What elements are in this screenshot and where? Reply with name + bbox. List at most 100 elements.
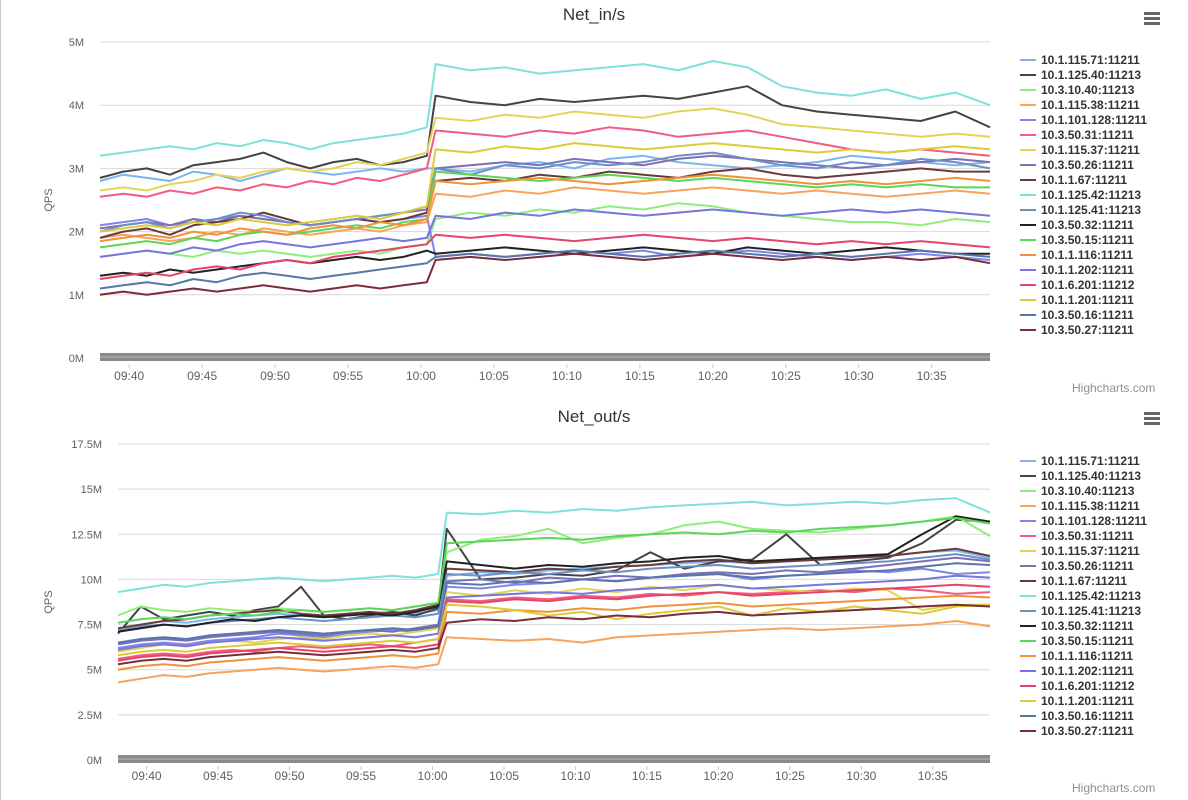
series-line[interactable] (99, 186, 991, 243)
legend-item[interactable]: 10.1.115.71:11211 (1020, 454, 1140, 468)
legend-item[interactable]: 10.1.101.128:11211 (1020, 113, 1147, 127)
chart-net-out-credits[interactable]: Highcharts.com (1072, 781, 1156, 795)
series-line[interactable] (117, 515, 991, 617)
legend-item[interactable]: 10.3.50.15:11211 (1020, 634, 1134, 648)
legend-item[interactable]: 10.1.1.201:11211 (1020, 293, 1134, 307)
legend-item[interactable]: 10.3.50.31:11211 (1020, 529, 1134, 543)
legend-item[interactable]: 10.3.10.40:11213 (1020, 83, 1135, 97)
legend-item[interactable]: 10.1.1.116:11211 (1020, 248, 1133, 262)
series-line[interactable] (99, 233, 991, 280)
legend-label: 10.1.101.128:11211 (1041, 113, 1147, 127)
legend-item[interactable]: 10.1.125.41:11213 (1020, 203, 1141, 217)
legend-item[interactable]: 10.1.125.42:11213 (1020, 589, 1141, 603)
legend-label: 10.1.1.67:11211 (1041, 574, 1127, 588)
legend-label: 10.1.115.71:11211 (1041, 454, 1140, 468)
y-tick-label: 0M (87, 755, 102, 767)
x-tick-label: 10:00 (406, 369, 436, 383)
legend-item[interactable]: 10.1.125.40:11213 (1020, 469, 1141, 483)
series-line[interactable] (117, 562, 991, 644)
window-edge (0, 0, 1, 800)
legend-item[interactable]: 10.3.10.40:11213 (1020, 484, 1135, 498)
legend-item[interactable]: 10.3.50.32:11211 (1020, 619, 1134, 633)
legend-item[interactable]: 10.1.1.67:11211 (1020, 173, 1127, 187)
x-tick-label: 10:05 (489, 769, 519, 783)
series-line[interactable] (117, 553, 991, 631)
legend-item[interactable]: 10.3.50.31:11211 (1020, 128, 1134, 142)
chart-net-out-menu-button[interactable] (1141, 408, 1163, 428)
legend-item[interactable]: 10.1.1.116:11211 (1020, 649, 1133, 663)
legend-label: 10.1.115.38:11211 (1041, 98, 1140, 112)
x-tick-label: 10:05 (479, 369, 509, 383)
legend-item[interactable]: 10.3.50.16:11211 (1020, 308, 1134, 322)
legend-label: 10.3.50.31:11211 (1041, 128, 1134, 142)
series-line[interactable] (99, 173, 991, 243)
legend-item[interactable]: 10.1.115.71:11211 (1020, 53, 1140, 67)
series-line[interactable] (99, 208, 991, 258)
legend-item[interactable]: 10.1.115.38:11211 (1020, 499, 1140, 513)
series-line[interactable] (99, 249, 991, 290)
chart-net-in-menu-button[interactable] (1141, 8, 1163, 28)
legend-label: 10.3.50.27:11211 (1041, 724, 1134, 738)
legend-item[interactable]: 10.3.50.32:11211 (1020, 218, 1134, 232)
series-line[interactable] (117, 583, 991, 662)
series-line[interactable] (117, 556, 991, 646)
series-line[interactable] (99, 107, 991, 192)
y-axis-label: QPS (43, 590, 55, 613)
series-line[interactable] (117, 603, 991, 666)
legend-item[interactable]: 10.3.50.26:11211 (1020, 158, 1134, 172)
legend-item[interactable]: 10.3.50.16:11211 (1020, 709, 1134, 723)
series-line[interactable] (99, 167, 990, 239)
series-line[interactable] (99, 202, 991, 258)
series-line[interactable] (99, 170, 990, 249)
y-tick-label: 1M (69, 290, 84, 302)
legend-item[interactable]: 10.3.50.27:11211 (1020, 323, 1134, 337)
series-line[interactable] (99, 246, 990, 277)
legend-item[interactable]: 10.1.115.37:11211 (1020, 143, 1140, 157)
legend-item[interactable]: 10.1.125.41:11213 (1020, 604, 1141, 618)
legend-item[interactable]: 10.3.50.26:11211 (1020, 559, 1134, 573)
series-line[interactable] (99, 85, 991, 179)
series-line[interactable] (117, 497, 991, 594)
y-axis-label: QPS (43, 188, 55, 211)
legend-item[interactable]: 10.3.50.27:11211 (1020, 724, 1134, 738)
series-line[interactable] (99, 142, 991, 233)
x-tick-label: 10:20 (703, 769, 733, 783)
legend-item[interactable]: 10.1.125.40:11213 (1020, 68, 1141, 82)
legend-item[interactable]: 10.1.1.202:11211 (1020, 664, 1134, 678)
legend-item[interactable]: 10.3.50.15:11211 (1020, 233, 1134, 247)
legend-item[interactable]: 10.1.6.201:11212 (1020, 679, 1135, 693)
series-line[interactable] (117, 517, 991, 624)
legend-item[interactable]: 10.1.1.67:11211 (1020, 574, 1127, 588)
legend-item[interactable]: 10.1.125.42:11213 (1020, 188, 1141, 202)
series-line[interactable] (99, 126, 991, 198)
legend-item[interactable]: 10.1.6.201:11212 (1020, 278, 1135, 292)
series-line[interactable] (117, 594, 991, 671)
legend-label: 10.1.1.202:11211 (1041, 664, 1134, 678)
legend-item[interactable]: 10.1.1.201:11211 (1020, 694, 1134, 708)
series-line[interactable] (99, 252, 991, 296)
legend-label: 10.3.50.31:11211 (1041, 529, 1134, 543)
series-line[interactable] (117, 620, 991, 684)
series-line[interactable] (117, 574, 991, 651)
legend-item[interactable]: 10.1.1.202:11211 (1020, 263, 1134, 277)
series-line[interactable] (99, 60, 991, 157)
x-tick-label: 09:45 (203, 769, 233, 783)
series-line[interactable] (117, 515, 991, 633)
x-tick-label: 10:20 (698, 369, 728, 383)
chart-net-in-credits[interactable]: Highcharts.com (1072, 381, 1156, 395)
legend-label: 10.3.50.15:11211 (1041, 634, 1134, 648)
legend-label: 10.1.115.71:11211 (1041, 53, 1140, 67)
x-tick-label: 10:00 (417, 769, 447, 783)
legend-item[interactable]: 10.1.115.37:11211 (1020, 544, 1140, 558)
x-tick-label: 10:15 (625, 369, 655, 383)
x-tick-label: 10:25 (775, 769, 805, 783)
x-tick-label: 10:30 (844, 369, 874, 383)
legend-item[interactable]: 10.1.101.128:11211 (1020, 514, 1147, 528)
series-line[interactable] (99, 151, 991, 233)
legend-item[interactable]: 10.1.115.38:11211 (1020, 98, 1140, 112)
hamburger-menu-icon (1144, 12, 1160, 25)
chart-net-in-svg: Net_in/s 0M 1M 2M 3M 4M 5M QPS 09:40 09:45 09:50 09… (43, 5, 1147, 383)
series-line[interactable] (117, 587, 991, 660)
chart-net-out-svg: Net_out/s 0M 2.5M 5M 7.5M 10M 12.5M 15M 17.5M QPS… (43, 407, 1147, 783)
legend-label: 10.1.125.42:11213 (1041, 589, 1141, 603)
